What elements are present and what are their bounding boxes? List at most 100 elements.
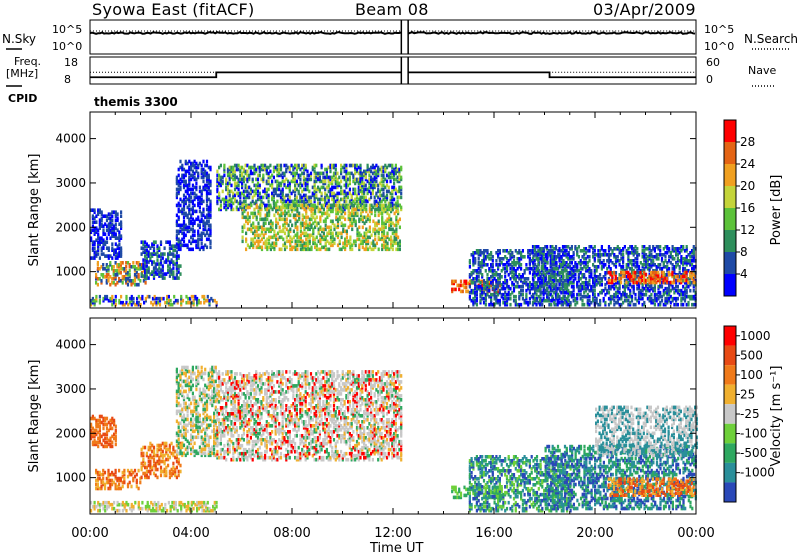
power-cell [191, 199, 194, 204]
power-cell [279, 199, 283, 204]
power-cell [336, 217, 340, 222]
power-cell [486, 292, 489, 297]
power-cell [152, 242, 156, 246]
power-cell [648, 267, 651, 271]
power-cell [140, 240, 143, 244]
power-cell [498, 288, 501, 293]
power-cell [368, 229, 371, 234]
power-cell [397, 241, 400, 246]
power-cell [516, 267, 519, 271]
power-cell [179, 244, 182, 248]
power-cell [268, 235, 271, 240]
power-cell [544, 269, 547, 273]
power-cell [168, 242, 171, 246]
power-cell [493, 288, 496, 293]
power-cell [368, 235, 371, 240]
power-cell [543, 277, 546, 281]
power-cell [91, 214, 94, 218]
power-cell [221, 179, 224, 184]
power-cell [507, 251, 510, 255]
power-cell [308, 177, 311, 182]
power-cell [279, 181, 283, 186]
power-cell [158, 272, 161, 276]
power-cell [396, 189, 399, 194]
power-cell [196, 296, 199, 301]
power-cell [567, 251, 570, 255]
power-cell [604, 302, 607, 307]
power-cell [281, 171, 284, 176]
power-cell [202, 185, 205, 190]
power-cell [396, 195, 399, 200]
power-cell [588, 282, 591, 287]
power-cell [320, 193, 323, 198]
power-cell [329, 205, 332, 210]
power-cell [365, 219, 368, 224]
power-cell [378, 199, 382, 204]
power-cell [692, 253, 695, 257]
power-cell [90, 238, 93, 242]
power-cell [107, 246, 110, 250]
power-cell [593, 288, 596, 293]
power-cell [296, 209, 299, 214]
power-cell [613, 302, 616, 307]
power-cell [345, 199, 348, 204]
power-cell [142, 262, 145, 266]
power-cell [212, 298, 215, 303]
power-cell [118, 246, 121, 250]
power-cell [361, 183, 364, 188]
power-cell [230, 173, 233, 178]
power-cell [540, 249, 543, 253]
power-cell [321, 213, 324, 218]
power-cell [232, 171, 235, 176]
power-cell [472, 253, 475, 257]
power-cell [329, 177, 332, 182]
power-cell [525, 267, 528, 271]
power-cell [315, 245, 318, 250]
power-cell [248, 219, 251, 224]
power-cell [252, 211, 255, 216]
power-cell [584, 282, 588, 287]
power-cell [111, 281, 114, 285]
power-cell [546, 257, 549, 261]
power-cell [198, 205, 201, 210]
power-cell [620, 273, 623, 277]
power-cell [550, 302, 553, 307]
power-cell [509, 255, 512, 259]
power-cell [504, 281, 507, 285]
power-cell [266, 211, 269, 216]
power-cell [118, 254, 121, 258]
power-cell [189, 300, 192, 305]
power-cell [278, 167, 281, 172]
power-cell [128, 300, 132, 305]
power-cell [378, 193, 382, 198]
power-cell [391, 195, 394, 200]
power-cell [398, 177, 401, 182]
power-cell [188, 239, 191, 244]
power-cell [555, 279, 558, 283]
power-cell [327, 177, 330, 182]
power-cell [604, 282, 607, 287]
power-cell [486, 279, 489, 283]
power-cell [683, 296, 687, 301]
power-cell [325, 175, 328, 180]
power-cell [327, 179, 330, 184]
power-cell [170, 272, 173, 276]
power-cell [502, 286, 505, 291]
power-cell [606, 281, 609, 285]
power-cell [490, 269, 493, 273]
power-cell [676, 263, 679, 267]
power-cell [474, 251, 477, 255]
power-cell [388, 225, 391, 230]
power-cell [128, 279, 131, 283]
power-cell [260, 167, 263, 172]
power-cell [378, 189, 382, 194]
power-cell [389, 201, 392, 206]
power-cell [207, 181, 210, 186]
power-cell [215, 302, 218, 307]
power-cell [182, 211, 186, 216]
power-cell [324, 227, 327, 232]
power-cell [188, 179, 191, 184]
power-cell [315, 175, 318, 180]
power-cell [586, 284, 589, 289]
power-cell [137, 302, 140, 307]
